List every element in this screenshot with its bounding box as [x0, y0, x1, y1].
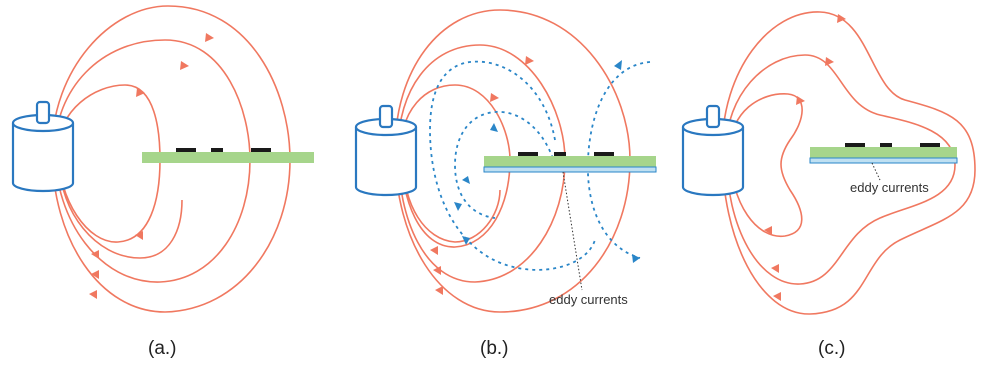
arrow-icon [430, 246, 438, 255]
panel-c: eddy currents [681, 11, 976, 315]
arrow-icon [632, 254, 640, 263]
arrow-icon [773, 292, 781, 301]
eddy-current-layer [483, 166, 657, 173]
arrow-icon [764, 226, 772, 235]
arrow-icon [91, 270, 99, 279]
arrow-icon [771, 264, 779, 273]
arrow-icon [490, 93, 499, 102]
arrow-icon [205, 33, 214, 42]
field-arrows [430, 56, 534, 295]
arrow-icon [614, 60, 622, 70]
field-line [729, 93, 803, 237]
annotation-eddy-currents: eddy currents [850, 180, 929, 195]
coil-icon [681, 104, 745, 197]
arrow-icon [91, 250, 99, 259]
field-line [402, 159, 501, 243]
field-arrows [89, 33, 214, 299]
panel-b: eddy currents [354, 9, 657, 313]
coil-icon [354, 104, 418, 197]
arrow-icon [180, 61, 189, 70]
field-line [59, 164, 183, 259]
arrow-icon [796, 96, 805, 105]
annotation-leader [562, 171, 583, 291]
arrow-icon [433, 266, 441, 275]
circuit-board-icon [809, 143, 958, 164]
arrow-icon [135, 231, 143, 240]
annotation-leader [871, 162, 881, 181]
field-line [725, 54, 956, 285]
circuit-board-icon [142, 148, 314, 163]
panel-label-c: (c.) [818, 338, 846, 359]
field-arrows [764, 14, 846, 301]
circuit-board-icon [483, 152, 657, 173]
eddy-field-line [454, 111, 556, 219]
coil-icon [11, 100, 75, 193]
arrow-icon [462, 236, 470, 245]
arrow-icon [454, 202, 462, 211]
panel-a [11, 5, 314, 313]
eddy-field-line [429, 60, 596, 271]
arrow-icon [462, 176, 470, 184]
annotation-eddy-currents: eddy currents [549, 292, 628, 307]
arrow-icon [837, 14, 846, 23]
arrow-icon [825, 57, 834, 66]
field-lines [721, 11, 976, 315]
arrow-icon [490, 123, 498, 132]
eddy-field-arrows [454, 60, 640, 263]
panel-label-b: (b.) [480, 338, 509, 359]
field-line [721, 11, 976, 315]
arrow-icon [525, 56, 534, 65]
panel-label-a: (a.) [148, 338, 177, 359]
arrow-icon [136, 88, 145, 97]
eddy-current-layer [809, 157, 958, 164]
arrow-icon [435, 286, 443, 295]
arrow-icon [89, 290, 97, 299]
